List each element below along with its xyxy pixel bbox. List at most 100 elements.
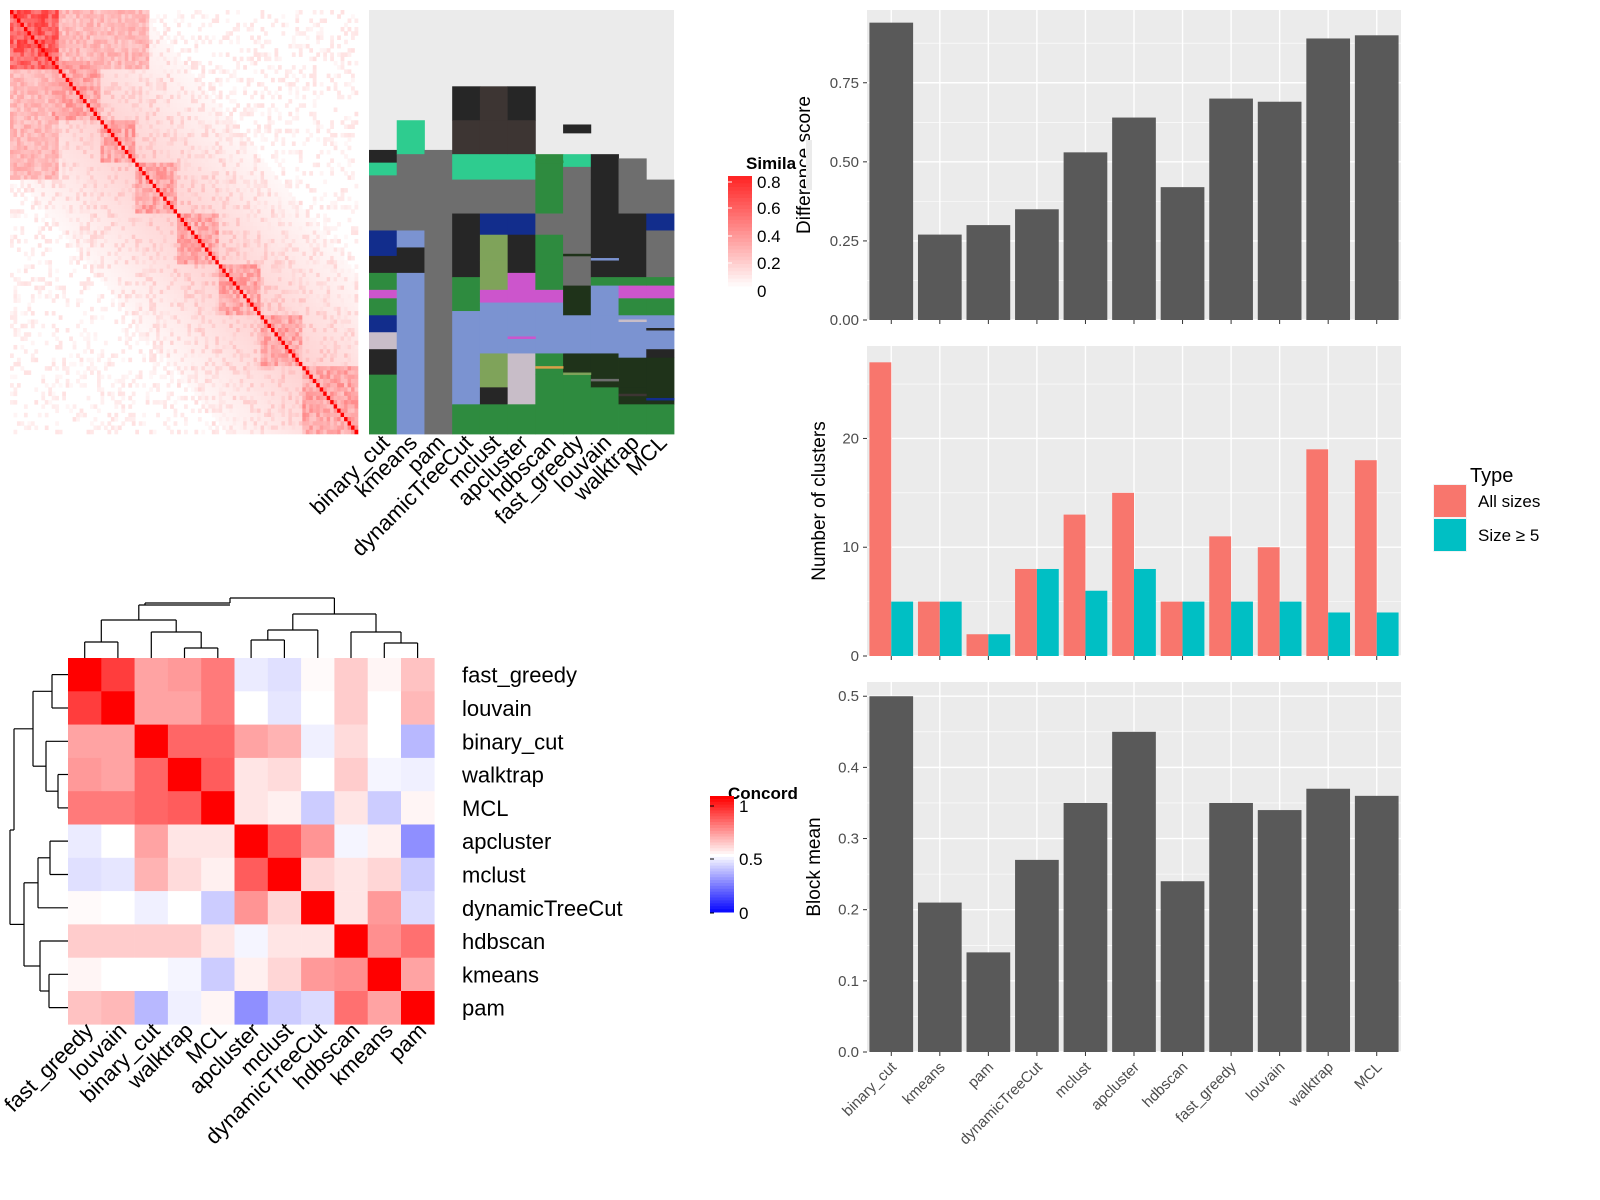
similarity-cell: [152, 111, 157, 117]
similarity-cell: [264, 162, 268, 168]
similarity-cell: [344, 277, 348, 282]
similarity-cell: [197, 60, 202, 66]
similarity-cell: [128, 103, 133, 108]
similarity-cell: [271, 226, 275, 231]
similarity-cell: [163, 217, 167, 223]
similarity-cell: [83, 69, 87, 74]
similarity-cell: [58, 205, 63, 210]
similarity-cell: [93, 141, 98, 146]
similarity-cell: [170, 264, 174, 269]
similarity-cell: [187, 162, 192, 168]
similarity-cell: [58, 124, 63, 130]
similarity-cell: [142, 188, 147, 193]
similarity-cell: [93, 90, 98, 96]
similarity-cell: [114, 82, 119, 87]
similarity-cell: [211, 86, 216, 91]
similarity-cell: [277, 272, 282, 278]
similarity-cell: [10, 120, 14, 125]
similarity-cell: [69, 14, 73, 19]
similarity-cell: [312, 65, 317, 70]
similarity-cell: [232, 222, 237, 227]
similarity-cell: [76, 247, 80, 252]
similarity-cell: [76, 145, 80, 151]
similarity-cell: [239, 192, 244, 197]
similarity-cell: [90, 86, 94, 91]
similarity-cell: [110, 188, 115, 193]
similarity-cell: [149, 145, 153, 151]
similarity-cell: [107, 99, 112, 104]
similarity-cell: [142, 226, 147, 231]
similarity-cell: [180, 103, 185, 108]
similarity-cell: [288, 277, 293, 282]
similarity-cell: [316, 52, 321, 57]
similarity-cell: [145, 175, 150, 180]
similarity-cell: [37, 94, 42, 100]
similarity-cell: [156, 277, 160, 282]
similarity-cell: [83, 73, 87, 79]
similarity-cell: [187, 277, 192, 282]
similarity-cell: [316, 222, 321, 227]
similarity-cell: [107, 90, 112, 96]
similarity-cell: [177, 132, 181, 138]
similarity-cell: [236, 251, 240, 257]
similarity-cell: [194, 272, 199, 278]
similarity-cell: [65, 175, 70, 180]
similarity-cell: [177, 234, 181, 240]
similarity-cell: [170, 120, 174, 125]
similarity-cell: [267, 124, 272, 130]
similarity-cell: [204, 234, 209, 240]
similarity-cell: [86, 234, 91, 240]
similarity-cell: [170, 52, 174, 57]
similarity-cell: [229, 39, 234, 45]
similarity-cell: [274, 247, 279, 252]
similarity-cell: [218, 238, 223, 244]
similarity-cell: [284, 192, 289, 197]
similarity-cell: [197, 73, 202, 79]
similarity-cell: [312, 238, 317, 244]
similarity-cell: [166, 94, 171, 100]
similarity-cell: [243, 268, 247, 274]
similarity-cell: [149, 124, 153, 130]
similarity-cell: [264, 188, 268, 193]
similarity-cell: [131, 48, 136, 53]
similarity-cell: [291, 52, 296, 57]
similarity-cell: [44, 31, 49, 36]
similarity-cell: [131, 82, 136, 87]
similarity-cell: [62, 179, 66, 185]
similarity-cell: [208, 99, 213, 104]
similarity-cell: [201, 222, 206, 227]
similarity-cell: [100, 234, 105, 240]
similarity-cell: [323, 255, 327, 261]
similarity-cell: [58, 149, 63, 155]
similarity-cell: [302, 243, 307, 248]
similarity-cell: [236, 200, 240, 206]
similarity-cell: [197, 243, 202, 248]
similarity-cell: [65, 48, 70, 53]
similarity-cell: [194, 255, 199, 261]
similarity-cell: [65, 111, 70, 117]
similarity-cell: [90, 205, 94, 210]
similarity-cell: [145, 251, 150, 257]
similarity-cell: [41, 166, 46, 172]
similarity-cell: [190, 73, 195, 79]
similarity-cell: [62, 217, 66, 223]
similarity-cell: [257, 255, 261, 261]
similarity-cell: [83, 171, 87, 176]
similarity-cell: [295, 18, 300, 24]
similarity-cell: [16, 213, 21, 219]
similarity-cell: [138, 200, 143, 206]
similarity-cell: [257, 183, 261, 189]
similarity-cell: [267, 90, 272, 96]
similarity-cell: [312, 99, 317, 104]
similarity-cell: [319, 289, 324, 295]
similarity-cell: [41, 183, 46, 189]
similarity-cell: [114, 234, 119, 240]
similarity-cell: [142, 247, 147, 252]
similarity-cell: [103, 166, 108, 172]
similarity-cell: [173, 171, 178, 176]
similarity-cell: [170, 73, 174, 79]
similarity-cell: [156, 281, 160, 286]
similarity-cell: [347, 82, 352, 87]
similarity-cell: [225, 277, 230, 282]
similarity-cell: [117, 162, 122, 168]
